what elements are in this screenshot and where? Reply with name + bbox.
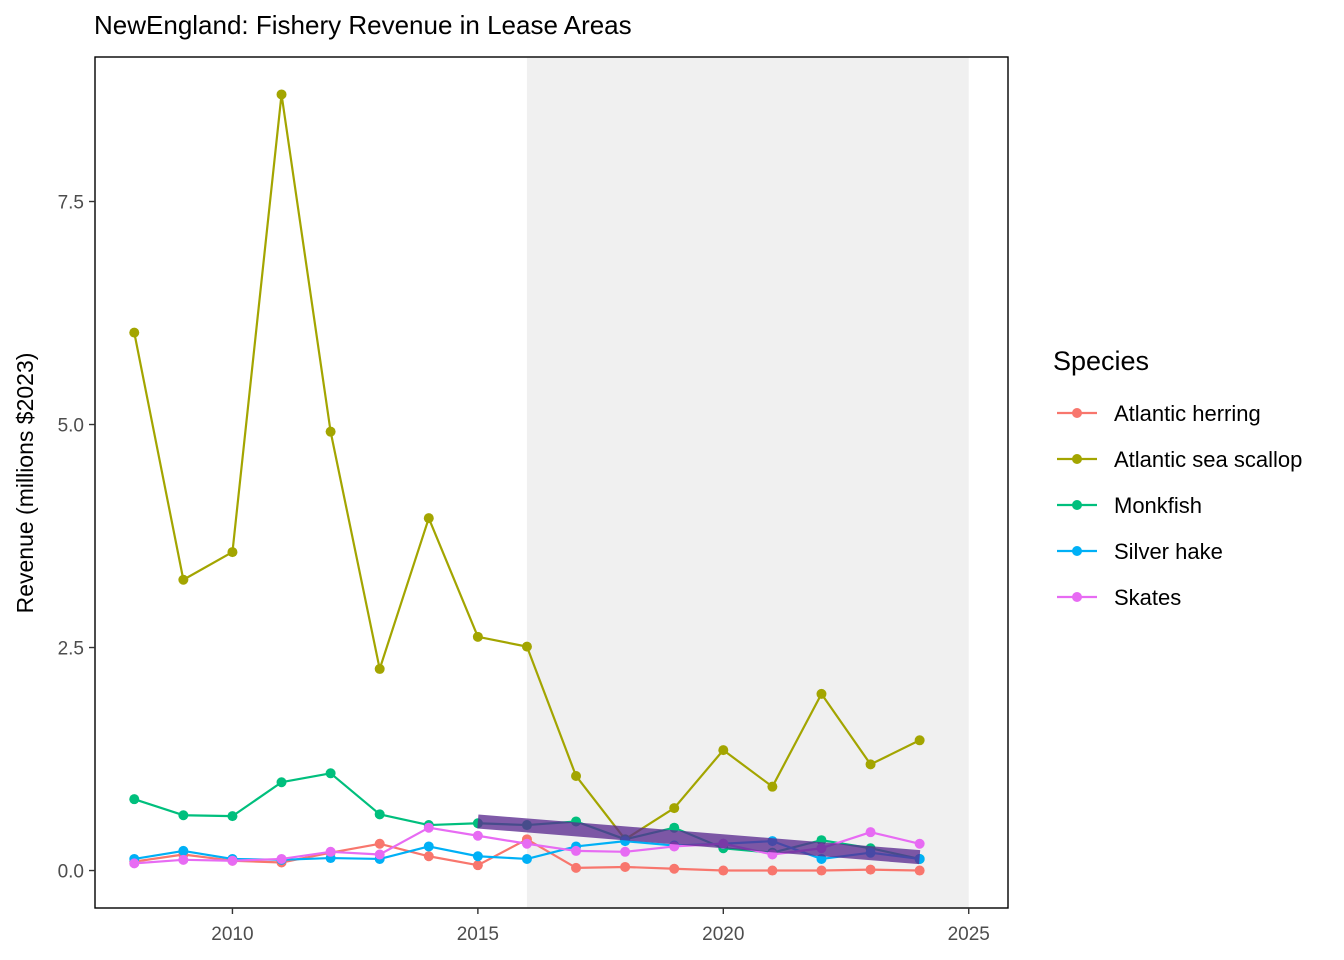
data-point-skates [178, 854, 189, 865]
data-point-skates [521, 838, 532, 849]
data-point-skates [227, 855, 238, 866]
y-tick-label: 2.5 [58, 639, 84, 660]
x-tick-label: 2025 [948, 924, 990, 945]
data-point-atlantic-sea-scallop [865, 759, 876, 770]
data-point-monkfish [374, 809, 385, 820]
data-point-skates [571, 845, 582, 856]
y-axis-title: Revenue (millions $2023) [12, 353, 38, 614]
legend-item-monkfish: Monkfish [1057, 493, 1202, 518]
x-tick-label: 2020 [702, 924, 744, 945]
legend: Species Atlantic herring Atlantic sea sca… [1053, 346, 1302, 610]
data-point-monkfish [276, 777, 287, 788]
legend-title: Species [1053, 346, 1149, 376]
data-point-atlantic-herring [718, 865, 729, 876]
data-point-atlantic-sea-scallop [571, 770, 582, 781]
legend-item-skates: Skates [1057, 585, 1181, 610]
data-point-atlantic-herring [669, 863, 680, 874]
data-point-atlantic-herring [816, 865, 827, 876]
data-point-skates [620, 846, 631, 857]
data-point-atlantic-sea-scallop [767, 781, 778, 792]
data-point-atlantic-sea-scallop [423, 513, 434, 524]
x-axis: 2010 2015 2020 2025 [211, 908, 990, 945]
data-point-atlantic-sea-scallop [669, 803, 680, 814]
legend-key-point [1072, 408, 1082, 418]
data-point-monkfish [129, 794, 140, 805]
data-point-skates [325, 846, 336, 857]
data-point-monkfish [227, 811, 238, 822]
legend-key-point [1072, 454, 1082, 464]
data-point-atlantic-sea-scallop [718, 745, 729, 756]
data-point-skates [914, 838, 925, 849]
legend-item-atlantic-sea-scallop: Atlantic sea scallop [1057, 447, 1302, 472]
legend-label: Silver hake [1114, 539, 1223, 564]
data-point-skates [129, 858, 140, 869]
data-point-atlantic-herring [767, 865, 778, 876]
shaded-region-group [526, 57, 969, 908]
data-point-atlantic-herring [423, 851, 434, 862]
x-tick-label: 2010 [211, 924, 253, 945]
data-point-monkfish [325, 768, 336, 779]
y-tick-label: 0.0 [58, 862, 84, 883]
data-point-atlantic-sea-scallop [129, 327, 140, 338]
data-point-atlantic-herring [865, 864, 876, 875]
legend-label: Monkfish [1114, 493, 1202, 518]
legend-key-point [1072, 500, 1082, 510]
data-point-skates [472, 830, 483, 841]
data-point-atlantic-herring [472, 860, 483, 871]
plot-panel-border [94, 56, 1009, 909]
data-point-skates [276, 853, 287, 864]
data-point-skates [423, 822, 434, 833]
shaded-region [526, 57, 969, 908]
y-tick-label: 5.0 [58, 416, 84, 437]
data-point-atlantic-herring [374, 838, 385, 849]
data-point-atlantic-sea-scallop [374, 663, 385, 674]
data-point-silver-hake [472, 851, 483, 862]
trend-line [477, 814, 921, 865]
legend-label: Atlantic sea scallop [1114, 447, 1302, 472]
data-point-atlantic-herring [620, 861, 631, 872]
data-point-atlantic-herring [571, 862, 582, 873]
data-point-atlantic-sea-scallop [816, 688, 827, 699]
data-point-atlantic-sea-scallop [325, 426, 336, 437]
legend-label: Skates [1114, 585, 1181, 610]
legend-key-point [1072, 592, 1082, 602]
data-point-atlantic-sea-scallop [276, 89, 287, 100]
legend-item-atlantic-herring: Atlantic herring [1057, 401, 1261, 426]
data-point-atlantic-sea-scallop [472, 631, 483, 642]
data-point-silver-hake [423, 841, 434, 852]
data-point-atlantic-sea-scallop [227, 547, 238, 558]
y-tick-label: 7.5 [58, 193, 84, 214]
legend-key-point [1072, 546, 1082, 556]
data-point-skates [374, 849, 385, 860]
legend-label: Atlantic herring [1114, 401, 1261, 426]
data-point-atlantic-herring [914, 865, 925, 876]
y-axis: 0.0 2.5 5.0 7.5 [58, 193, 95, 883]
data-point-atlantic-sea-scallop [521, 641, 532, 652]
legend-item-silver-hake: Silver hake [1057, 539, 1223, 564]
x-tick-label: 2015 [457, 924, 499, 945]
data-point-silver-hake [178, 845, 189, 856]
data-point-atlantic-sea-scallop [914, 735, 925, 746]
data-point-skates [865, 827, 876, 838]
data-point-monkfish [178, 810, 189, 821]
data-point-atlantic-sea-scallop [178, 574, 189, 585]
trend-line-group [477, 814, 921, 865]
data-point-silver-hake [521, 853, 532, 864]
chart-title: NewEngland: Fishery Revenue in Lease Are… [94, 10, 632, 40]
